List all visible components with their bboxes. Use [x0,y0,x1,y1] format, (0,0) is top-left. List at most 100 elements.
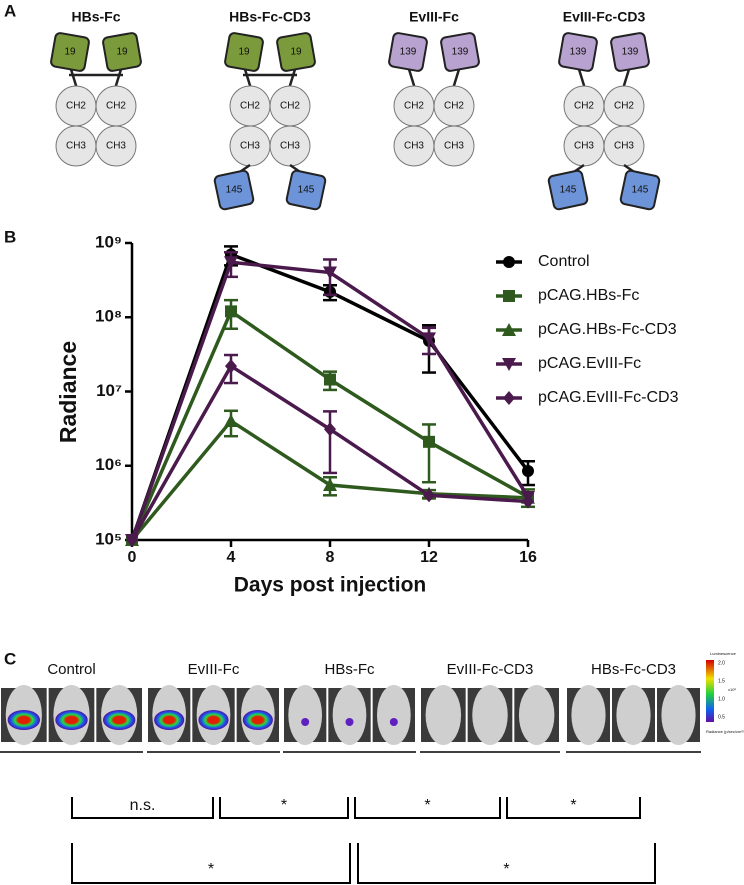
bracket [354,797,501,819]
colorbar-tick: 1.0 [718,696,725,702]
domain-label: 139 [400,47,417,58]
domain-label: 145 [632,185,649,196]
signal [198,710,229,730]
marker [324,373,336,386]
group-title: Control [47,661,95,678]
domain-label: CH2 [614,101,634,112]
construct-title: EvIII-Fc [409,9,459,25]
marker [225,305,237,318]
signal [389,718,398,726]
bracket [71,843,351,884]
domain-label: CH2 [106,101,126,112]
error-bar [323,410,337,475]
bracket [357,843,656,884]
domain-box [619,169,661,211]
bracket [219,797,349,819]
domain-label: 145 [560,185,577,196]
marker [423,488,435,503]
colorbar-tick: 2.0 [718,660,725,666]
significance-label: * [570,797,576,814]
domain-box [388,32,428,72]
domain-label: 145 [226,185,243,196]
y-axis-title: Radiance [55,341,81,443]
mouse-body [376,685,411,745]
marker [126,533,138,547]
marker [522,494,534,509]
mouse-body [332,685,367,745]
domain-box [610,32,650,72]
x-tick-label: 12 [420,549,438,566]
marker [324,422,336,437]
mouse-body [661,685,696,745]
construct-title: HBs-Fc-CD3 [229,9,311,25]
bracket [71,797,214,819]
y-tick-label: 10⁸ [95,307,122,326]
group-title: EvIII-Fc [188,661,240,678]
signal [154,710,185,730]
domain-box [102,32,142,72]
legend-marker [503,256,515,268]
legend-label: pCAG.EvIII-Fc-CD3 [538,389,679,406]
x-tick-label: 8 [326,549,335,566]
marker [225,359,237,374]
legend-label: pCAG.HBs-Fc-CD3 [538,321,677,338]
domain-label: CH2 [574,101,594,112]
bracket [506,797,641,819]
marker [522,464,534,477]
domain-box [213,169,255,211]
legend-label: Control [538,253,590,270]
y-tick-label: 10⁷ [96,381,122,400]
domain-label: CH3 [280,141,300,152]
marker [224,256,238,270]
marker [422,332,436,346]
ch3-domain [433,125,475,167]
group-title: HBs-Fc [325,661,375,678]
domain-label: CH3 [444,141,464,152]
domain-label: 19 [64,47,76,58]
mouse-body [288,685,323,745]
significance-label: * [208,861,214,878]
colorbar-unit: x10⁶ [728,687,736,692]
mouse-body [472,685,508,745]
legend-marker [503,391,515,405]
y-tick-label: 10⁶ [95,455,122,474]
domain-label: 139 [452,47,469,58]
x-tick-label: 16 [519,549,537,566]
signal [301,718,310,726]
domain-box [50,32,90,72]
marker [423,435,435,448]
significance-label: * [281,797,287,814]
domain-label: CH2 [66,101,86,112]
significance-label: * [424,797,430,814]
group-title: EvIII-Fc-CD3 [447,661,534,678]
domain-label: 139 [570,47,587,58]
panel-label: B [4,227,16,246]
signal [7,710,41,730]
legend-label: pCAG.EvIII-Fc [538,355,641,372]
panel-label: C [4,649,16,668]
colorbar-tick: 1.5 [718,678,725,684]
signal [242,710,273,730]
colorbar-tick: 0.5 [718,714,725,720]
colorbar [706,660,714,722]
x-tick-label: 0 [128,549,137,566]
signal [345,718,354,726]
panel-label: A [4,1,16,20]
domain-label: 19 [116,47,128,58]
domain-label: CH3 [106,141,126,152]
domain-label: CH3 [240,141,260,152]
significance-label: * [503,861,509,878]
domain-label: CH3 [404,141,424,152]
x-tick-label: 4 [227,549,236,566]
domain-box [224,32,264,72]
domain-box [440,32,480,72]
construct-title: HBs-Fc [71,9,120,25]
mouse-body [616,685,651,745]
marker [323,266,337,280]
legend-label: pCAG.HBs-Fc [538,287,639,304]
legend-marker [502,323,516,336]
construct-title: EvIII-Fc-CD3 [563,9,646,25]
domain-label: CH2 [404,101,424,112]
mouse-body [425,685,462,745]
